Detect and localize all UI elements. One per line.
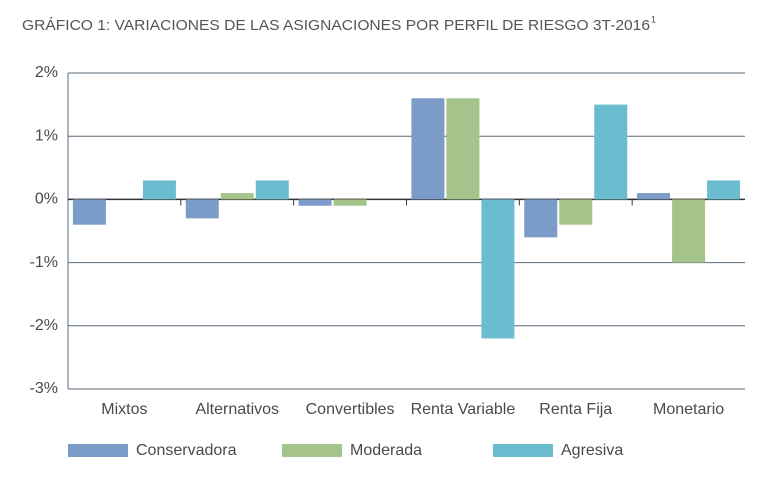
y-tick-label: 1% — [35, 127, 58, 144]
bar — [524, 199, 558, 238]
bar — [298, 199, 332, 206]
y-tick-label: -3% — [30, 380, 58, 397]
bar — [481, 199, 515, 339]
legend-swatch — [68, 444, 128, 457]
bar — [707, 180, 741, 200]
bar — [411, 98, 445, 200]
bar — [220, 193, 254, 200]
legend-label: Agresiva — [561, 442, 623, 459]
legend-swatch — [282, 444, 342, 457]
bar — [594, 104, 628, 200]
legend-label: Moderada — [350, 442, 422, 459]
y-tick-label: -2% — [30, 317, 58, 334]
x-tick-label: Alternativos — [195, 401, 279, 418]
legend-swatch — [493, 444, 553, 457]
legend-label: Conservadora — [136, 442, 237, 459]
y-tick-label: 2% — [35, 64, 58, 81]
x-tick-label: Monetario — [653, 401, 724, 418]
y-tick-label: -1% — [30, 254, 58, 271]
bar — [255, 180, 289, 200]
bar — [72, 199, 106, 225]
bar — [142, 180, 176, 200]
y-tick-label: 0% — [35, 191, 58, 208]
bar — [333, 199, 367, 206]
chart-title: GRÁFICO 1: VARIACIONES DE LAS ASIGNACION… — [22, 17, 650, 34]
bar — [672, 199, 706, 263]
bar — [637, 193, 671, 200]
x-tick-label: Convertibles — [306, 401, 395, 418]
bar — [185, 199, 219, 219]
x-tick-label: Renta Fija — [539, 401, 612, 418]
bar — [446, 98, 480, 200]
bar — [559, 199, 593, 225]
x-tick-label: Renta Variable — [411, 401, 516, 418]
title-note: 1 — [651, 14, 656, 24]
x-tick-label: Mixtos — [101, 401, 147, 418]
